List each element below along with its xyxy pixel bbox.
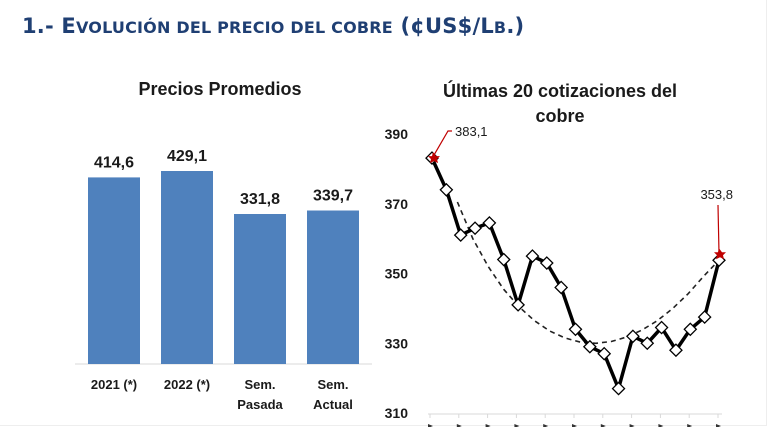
bar [307, 210, 359, 364]
x-tick-label-fragment [600, 424, 606, 427]
bar-chart-title: Precios Promedios [138, 79, 302, 99]
x-tick-label-fragment [629, 424, 635, 427]
x-tick-label-fragment [456, 424, 462, 427]
trend-line [456, 201, 720, 345]
line-chart-title-line1: Últimas 20 cotizaciones del [442, 81, 678, 101]
bar-value-label: 331,8 [240, 191, 280, 208]
data-point-marker [439, 182, 454, 197]
data-point-marker [539, 256, 554, 270]
data-point-marker [482, 216, 497, 230]
x-tick-label-fragment [428, 424, 433, 427]
y-tick-label: 370 [385, 196, 409, 212]
y-tick-label: 330 [385, 335, 409, 351]
bar-value-label: 414,6 [94, 154, 134, 171]
bar-category-label: Actual [313, 397, 353, 412]
data-point-marker [453, 228, 468, 243]
y-tick-label: 350 [385, 266, 409, 282]
line-chart-title-line2: cobre [535, 106, 585, 126]
data-point-marker [511, 297, 526, 312]
annotation-label-start: 383,1 [455, 124, 488, 139]
x-tick-label-fragment [543, 424, 549, 427]
annotation-star-icon [428, 152, 440, 164]
data-point-marker [496, 252, 511, 267]
x-tick-label-fragment [514, 424, 520, 427]
bar-category-label: Pasada [237, 397, 283, 412]
data-point-marker [568, 322, 583, 337]
bar-category-label: Sem. [244, 377, 275, 392]
annotation-leader [433, 130, 452, 156]
x-tick-label-fragment [658, 424, 664, 427]
y-tick-label: 390 [385, 126, 409, 142]
bar-value-label: 339,7 [313, 188, 353, 205]
x-tick-label-fragment [572, 424, 577, 427]
annotation-label-end: 353,8 [700, 187, 733, 202]
x-tick-label-fragment [687, 424, 693, 427]
bar [88, 177, 140, 364]
line-chart-title: Últimas 20 cotizaciones del cobre [400, 79, 720, 129]
data-point-marker [554, 280, 569, 295]
data-point-marker [683, 322, 698, 337]
data-point-marker [625, 329, 640, 344]
data-point-marker [654, 320, 669, 335]
data-point-marker [611, 381, 626, 396]
bar [234, 214, 286, 364]
x-tick-label-fragment [716, 424, 721, 427]
bar-category-label: 2021 (*) [91, 377, 137, 392]
data-point-marker [525, 249, 540, 263]
data-point-marker [697, 310, 712, 325]
x-tick-label-fragment [485, 424, 491, 427]
data-point-marker [669, 343, 683, 358]
data-point-marker [597, 346, 612, 361]
bar [161, 171, 213, 364]
data-point-marker [468, 221, 482, 236]
bar-category-label: 2022 (*) [164, 377, 210, 392]
bar-value-label: 429,1 [167, 148, 207, 165]
annotation-star-icon [714, 248, 726, 260]
annotation-leader [717, 204, 720, 254]
data-point-marker [582, 339, 597, 354]
data-point-marker [640, 336, 655, 351]
bar-category-label: Sem. [317, 377, 348, 392]
page-title: 1.- EVOLUCIÓN DEL PRECIO DEL COBRE (¢US$… [22, 14, 525, 38]
y-tick-label: 310 [385, 405, 409, 421]
